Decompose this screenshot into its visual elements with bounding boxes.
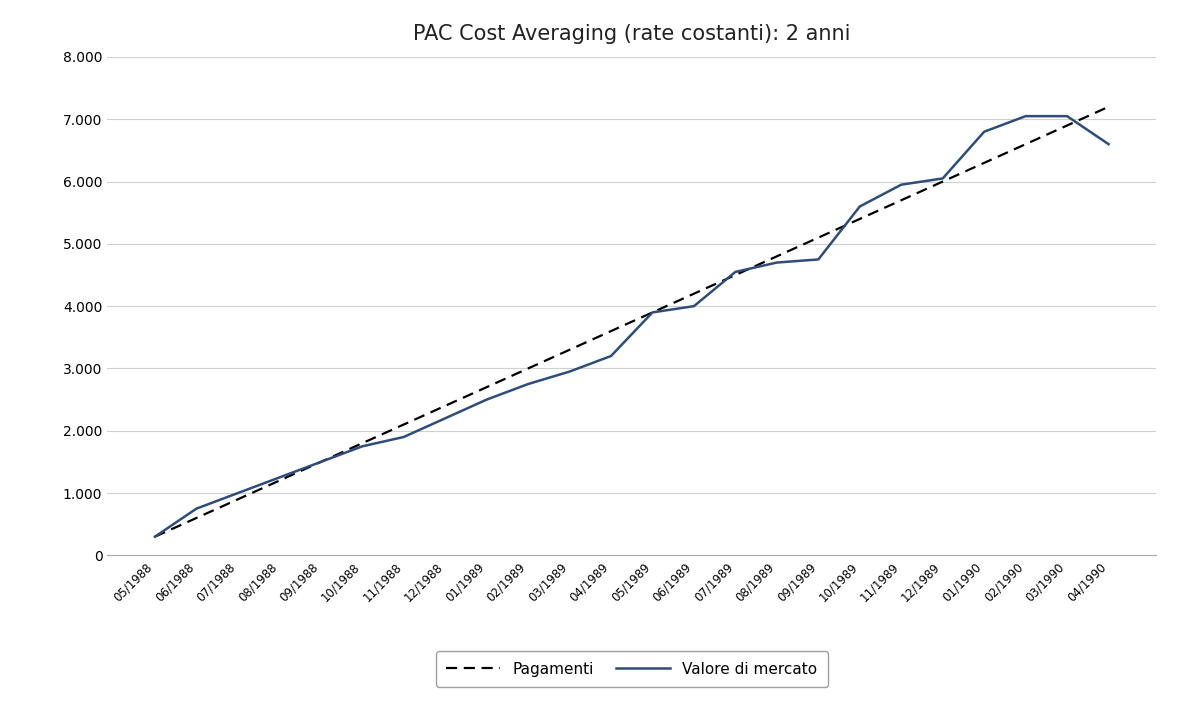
Valore di mercato <box>231 488 246 497</box>
Pagamenti <box>437 402 452 410</box>
Pagamenti <box>936 177 950 186</box>
Valore di mercato <box>313 458 328 466</box>
Valore di mercato <box>272 473 286 482</box>
Valore di mercato <box>770 258 784 267</box>
Pagamenti <box>894 196 908 204</box>
Valore di mercato <box>852 202 867 211</box>
Pagamenti <box>852 214 867 223</box>
Valore di mercato <box>728 268 743 276</box>
Line: Pagamenti: Pagamenti <box>155 107 1109 537</box>
Valore di mercato <box>1101 140 1116 148</box>
Valore di mercato <box>521 379 535 388</box>
Valore di mercato <box>148 533 162 541</box>
Pagamenti <box>231 495 246 503</box>
Pagamenti <box>1018 140 1032 148</box>
Pagamenti <box>148 533 162 541</box>
Valore di mercato <box>563 367 577 376</box>
Valore di mercato <box>645 308 659 317</box>
Valore di mercato <box>355 442 370 451</box>
Valore di mercato <box>687 302 701 310</box>
Pagamenti <box>272 476 286 485</box>
Valore di mercato <box>479 395 493 404</box>
Valore di mercato <box>977 127 992 136</box>
Line: Valore di mercato: Valore di mercato <box>155 116 1109 537</box>
Pagamenti <box>397 420 411 429</box>
Valore di mercato <box>397 433 411 441</box>
Pagamenti <box>1060 121 1074 130</box>
Pagamenti <box>645 308 659 317</box>
Legend: Pagamenti, Valore di mercato: Pagamenti, Valore di mercato <box>435 651 828 687</box>
Pagamenti <box>604 327 619 335</box>
Valore di mercato <box>1018 112 1032 120</box>
Pagamenti <box>1101 103 1116 111</box>
Pagamenti <box>687 289 701 298</box>
Pagamenti <box>521 364 535 373</box>
Pagamenti <box>977 159 992 167</box>
Pagamenti <box>190 514 204 523</box>
Valore di mercato <box>936 174 950 183</box>
Valore di mercato <box>437 414 452 422</box>
Pagamenti <box>728 271 743 279</box>
Valore di mercato <box>604 352 619 360</box>
Pagamenti <box>563 345 577 354</box>
Pagamenti <box>313 458 328 466</box>
Pagamenti <box>812 234 826 242</box>
Valore di mercato <box>894 180 908 189</box>
Valore di mercato <box>1060 112 1074 120</box>
Pagamenti <box>479 383 493 392</box>
Pagamenti <box>355 439 370 447</box>
Valore di mercato <box>812 255 826 263</box>
Valore di mercato <box>190 504 204 513</box>
Title: PAC Cost Averaging (rate costanti): 2 anni: PAC Cost Averaging (rate costanti): 2 an… <box>412 24 851 44</box>
Pagamenti <box>770 252 784 261</box>
